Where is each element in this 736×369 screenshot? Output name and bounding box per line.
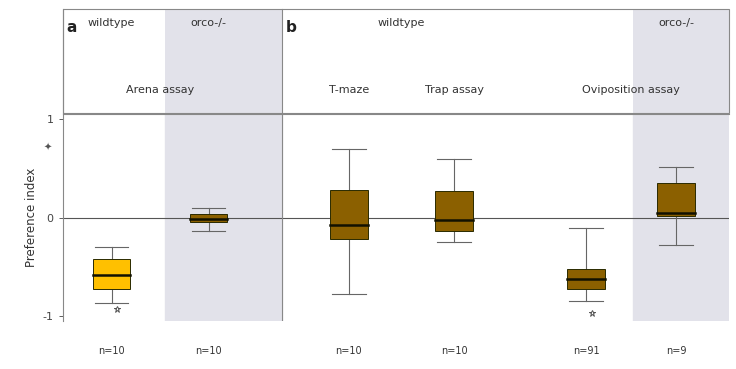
Bar	[567, 269, 605, 289]
Text: n=10: n=10	[195, 346, 222, 356]
Text: orco-/-: orco-/-	[191, 18, 227, 28]
Text: wildtype: wildtype	[88, 18, 135, 28]
Text: Oviposition assay: Oviposition assay	[582, 85, 680, 96]
Bar	[190, 214, 227, 222]
Text: n=10: n=10	[336, 346, 362, 356]
Bar	[435, 191, 473, 231]
Text: Arena assay: Arena assay	[126, 85, 194, 96]
Text: Trap assay: Trap assay	[425, 85, 484, 96]
Text: wildtype: wildtype	[378, 18, 425, 28]
Bar	[657, 183, 695, 216]
Text: b: b	[286, 20, 297, 35]
Bar	[93, 259, 130, 289]
Text: n=91: n=91	[573, 346, 599, 356]
Text: n=9: n=9	[666, 346, 686, 356]
Text: T-maze: T-maze	[329, 85, 369, 96]
Text: orco-/-: orco-/-	[658, 18, 694, 28]
Text: ✦: ✦	[43, 142, 52, 153]
Bar	[633, 114, 729, 321]
Bar	[330, 190, 367, 239]
Text: n=10: n=10	[99, 346, 125, 356]
Y-axis label: Preference index: Preference index	[25, 168, 38, 268]
Text: a: a	[66, 20, 77, 35]
Text: n=10: n=10	[441, 346, 467, 356]
Bar	[166, 114, 282, 321]
